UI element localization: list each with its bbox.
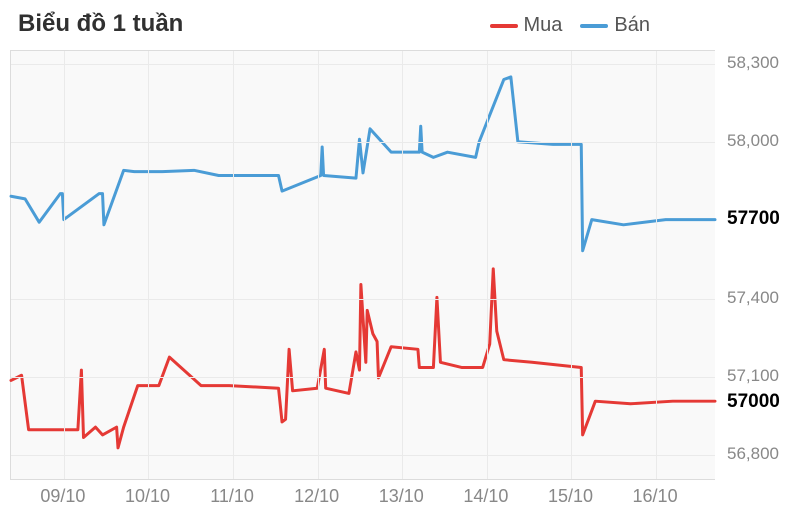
x-tick-label: 15/10 [548, 486, 593, 507]
series-line-mua [11, 269, 715, 448]
grid-line-v [402, 51, 403, 479]
grid-line-v [656, 51, 657, 479]
grid-line-v [318, 51, 319, 479]
chart-svg [11, 51, 715, 479]
x-tick-label: 10/10 [125, 486, 170, 507]
chart-title: Biểu đồ 1 tuần [18, 10, 183, 38]
y-tick-label: 57,400 [727, 288, 779, 308]
grid-line-h [11, 455, 715, 456]
x-tick-label: 09/10 [40, 486, 85, 507]
grid-line-h [11, 142, 715, 143]
legend-label-ban: Bán [614, 14, 650, 37]
plot-area [10, 50, 715, 480]
chart-container: Biểu đồ 1 tuần Mua Bán 56,800 57,100 57,40… [0, 0, 800, 519]
y-tick-label: 57,100 [727, 366, 779, 386]
x-tick-label: 14/10 [463, 486, 508, 507]
grid-line-v [148, 51, 149, 479]
x-tick-label: 16/10 [633, 486, 678, 507]
grid-line-h [11, 64, 715, 65]
y-tick-label: 56,800 [727, 444, 779, 464]
grid-line-v [487, 51, 488, 479]
x-tick-label: 12/10 [294, 486, 339, 507]
y-current-label: 57700 [727, 208, 780, 230]
legend-item-mua: Mua [490, 14, 563, 37]
legend-label-mua: Mua [524, 14, 563, 37]
grid-line-v [233, 51, 234, 479]
y-tick-label: 58,300 [727, 53, 779, 73]
grid-line-v [571, 51, 572, 479]
y-current-label: 57000 [727, 391, 780, 413]
legend-swatch-mua [490, 24, 518, 28]
y-tick-label: 58,000 [727, 131, 779, 151]
legend: Mua Bán [490, 14, 651, 37]
grid-line-v [64, 51, 65, 479]
grid-line-h [11, 377, 715, 378]
legend-item-ban: Bán [580, 14, 650, 37]
legend-swatch-ban [580, 24, 608, 28]
grid-line-h [11, 299, 715, 300]
x-tick-label: 11/10 [210, 486, 254, 507]
series-line-bán [11, 77, 715, 251]
x-tick-label: 13/10 [379, 486, 424, 507]
